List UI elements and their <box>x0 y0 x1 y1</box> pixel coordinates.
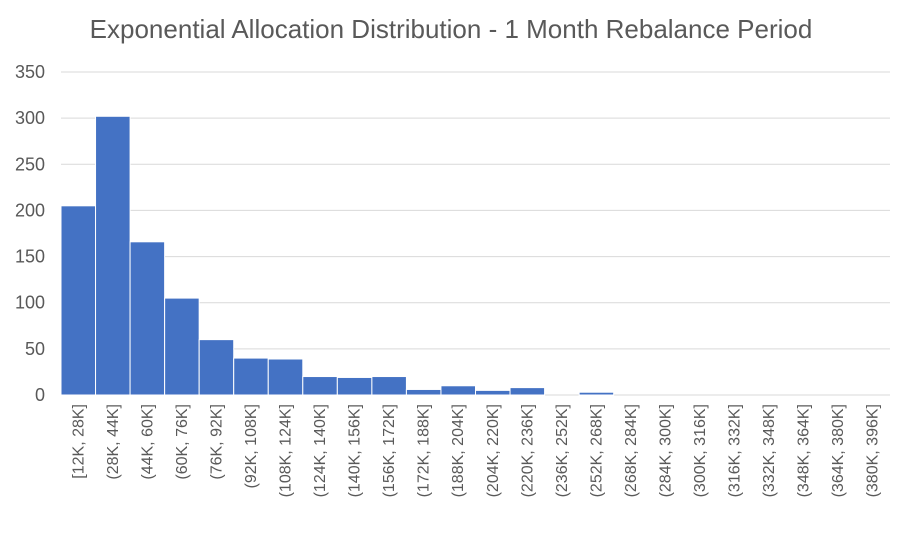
x-tick-label: (348K, 364K] <box>796 404 813 497</box>
bar <box>578 391 615 396</box>
x-tick-label: (44K, 60K] <box>139 404 156 480</box>
bar <box>95 115 131 396</box>
x-tick-label: (108K, 124K] <box>278 404 295 497</box>
y-tick-label: 150 <box>15 247 45 267</box>
x-tick-label: (76K, 92K] <box>208 404 225 480</box>
y-tick-label: 50 <box>25 339 45 359</box>
bar <box>164 297 200 396</box>
bar <box>405 388 442 396</box>
x-tick-label: (124K, 140K] <box>312 404 329 497</box>
x-tick-label: (172K, 188K] <box>416 404 433 497</box>
y-axis-ticks: 0 50 100 150 200 250 300 350 <box>15 62 45 405</box>
bar <box>198 339 235 396</box>
bar <box>233 357 269 396</box>
x-tick-label: (380K, 396K] <box>865 404 882 497</box>
x-tick-label: (236K, 252K] <box>554 404 571 497</box>
bar <box>336 376 373 396</box>
x-tick-label: (188K, 204K] <box>450 404 467 497</box>
x-tick-label: (284K, 300K] <box>657 404 674 497</box>
bar <box>509 387 546 396</box>
y-tick-label: 300 <box>15 108 45 128</box>
bar <box>129 241 166 396</box>
x-tick-label: [12K, 28K] <box>70 404 87 479</box>
bars <box>60 115 615 396</box>
bar <box>440 385 477 396</box>
y-tick-label: 100 <box>15 293 45 313</box>
x-tick-label: (300K, 316K] <box>692 404 709 497</box>
bar <box>302 376 338 396</box>
bar <box>371 376 407 396</box>
x-tick-label: (268K, 284K] <box>623 404 640 497</box>
x-tick-label: (252K, 268K] <box>588 404 605 497</box>
x-tick-label: (364K, 380K] <box>830 404 847 497</box>
x-axis-ticks: [12K, 28K] (28K, 44K] (44K, 60K] (60K, 76K]… <box>70 404 881 497</box>
x-tick-label: (156K, 172K] <box>381 404 398 497</box>
x-tick-label: (28K, 44K] <box>105 404 122 480</box>
bar <box>475 389 511 396</box>
x-tick-label: (92K, 108K] <box>243 404 260 489</box>
y-tick-label: 0 <box>35 385 45 405</box>
bar <box>267 358 304 396</box>
y-tick-label: 200 <box>15 200 45 220</box>
x-tick-label: (220K, 236K] <box>519 404 536 497</box>
x-tick-label: (332K, 348K] <box>761 404 778 497</box>
y-tick-label: 350 <box>15 62 45 82</box>
chart-title: Exponential Allocation Distribution - 1 … <box>89 14 813 44</box>
y-tick-label: 250 <box>15 154 45 174</box>
x-tick-label: (316K, 332K] <box>727 404 744 497</box>
bar <box>60 205 97 396</box>
x-tick-label: (140K, 156K] <box>347 404 364 497</box>
x-tick-label: (60K, 76K] <box>174 404 191 480</box>
x-tick-label: (204K, 220K] <box>485 404 502 497</box>
